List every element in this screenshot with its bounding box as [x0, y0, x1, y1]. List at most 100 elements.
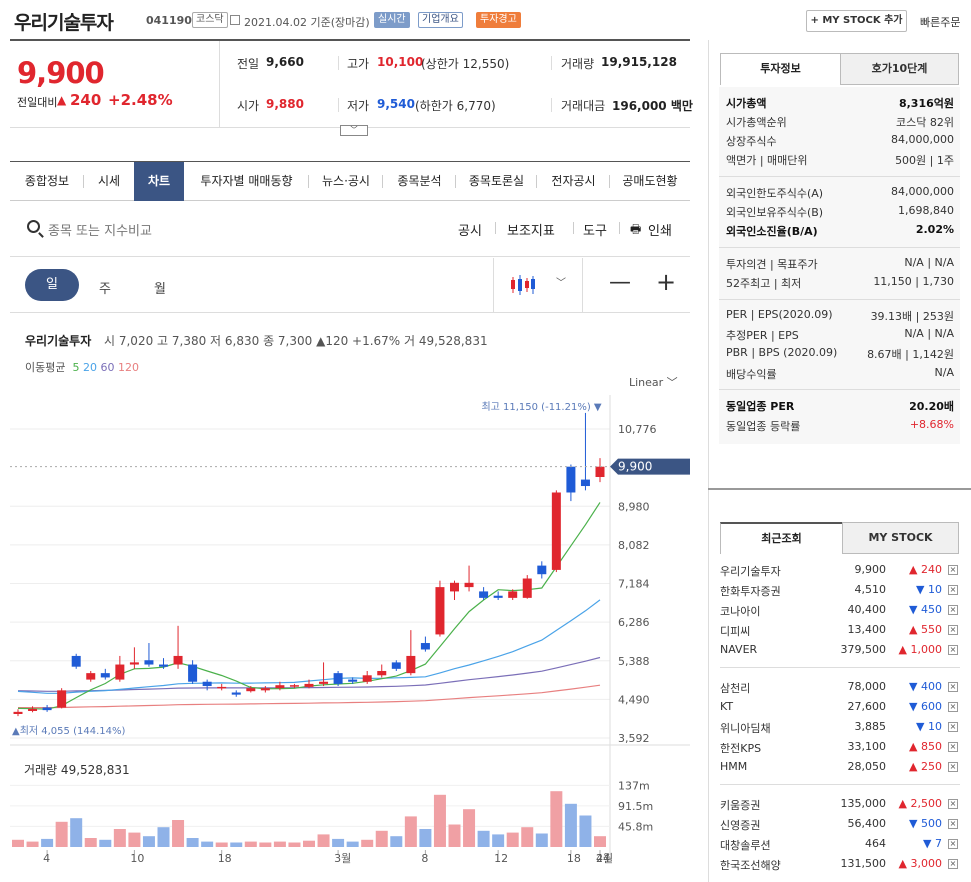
tab-chart[interactable]: 차트 [134, 162, 184, 201]
tab-short-selling[interactable]: 공매도현황 [622, 174, 678, 188]
tab-mystock[interactable]: MY STOCK [842, 522, 959, 554]
candle-body [391, 662, 401, 669]
recent-item[interactable]: 디피씨 13,400 ▲ 550 × [720, 623, 960, 641]
volume-bar [535, 833, 548, 847]
expand-chevron-icon[interactable]: ﹀ [340, 125, 368, 136]
tools-button[interactable]: 도구 [583, 224, 607, 239]
remove-icon[interactable]: × [948, 645, 958, 655]
candle-body [464, 582, 474, 588]
remove-icon[interactable]: × [948, 722, 958, 732]
recent-item[interactable]: 신영증권 56,400 ▼ 500 × [720, 817, 960, 835]
zoom-in-button[interactable]: + [656, 268, 677, 296]
remove-icon[interactable]: × [948, 799, 958, 809]
remove-icon[interactable]: × [948, 859, 958, 869]
tab-hoga[interactable]: 호가10단계 [840, 53, 959, 85]
x-tick-label: 12 [494, 852, 508, 865]
zoom-out-button[interactable]: — [609, 270, 631, 295]
remove-icon[interactable]: × [948, 585, 958, 595]
print-button[interactable]: 인쇄 [648, 224, 672, 239]
candle-body [450, 582, 459, 592]
candle-body [71, 655, 81, 667]
recent-item-price: 4,510 [854, 583, 887, 596]
tab-invest-info[interactable]: 투자정보 [720, 53, 841, 85]
recent-item-price: 78,000 [847, 680, 887, 693]
remove-icon[interactable]: × [948, 762, 958, 772]
recent-item[interactable]: 위니아딤채 3,885 ▼ 10 × [720, 720, 960, 738]
invest-info-value: 500원 | 1주 [895, 154, 954, 167]
invest-info-value: 20.20배 [909, 400, 954, 413]
tab-investor-trend[interactable]: 투자자별 매매동향 [184, 162, 309, 201]
volume-bar [26, 841, 39, 847]
recent-item[interactable]: 우리기술투자 9,900 ▲ 240 × [720, 563, 960, 581]
tab-disclosure[interactable]: 전자공시 [537, 162, 610, 201]
candle-body [333, 673, 343, 684]
recent-item[interactable]: 한국조선해양 131,500 ▲ 3,000 × [720, 857, 960, 875]
price-tick-label: 10,776 [618, 423, 657, 436]
recent-item[interactable]: 한화투자증권 4,510 ▼ 10 × [720, 583, 960, 601]
invest-info-row: PER | EPS(2020.09) 39.13배 | 253원 [726, 308, 954, 326]
tab-discussion[interactable]: 종목토론실 [456, 162, 537, 201]
volume-tick-label: 91.5m [618, 800, 653, 813]
recent-item-name: 한화투자증권 [720, 585, 781, 598]
recent-item-name: HMM [720, 760, 748, 773]
recent-item-change: ▲ 550 [909, 623, 942, 636]
recent-item[interactable]: HMM 28,050 ▲ 250 × [720, 760, 960, 778]
scale-select[interactable]: Linear ﹀ [629, 376, 678, 389]
add-mystock-button[interactable]: + MY STOCK 추가 [806, 10, 907, 32]
period-day-button[interactable]: 일 [25, 269, 79, 301]
period-week-button[interactable]: 주 [99, 282, 111, 297]
company-overview-tag[interactable]: 기업개요 [418, 12, 463, 28]
tab-price[interactable]: 시세 [97, 174, 121, 188]
realtime-tag[interactable]: 실시간 [374, 12, 410, 28]
search-icon[interactable] [27, 220, 40, 233]
recent-item-price: 131,500 [840, 857, 887, 870]
volume-label: 거래량 [561, 57, 595, 71]
recent-item-name: 대창솔루션 [720, 839, 771, 852]
compare-search-input[interactable]: 종목 또는 지수비교 [48, 224, 152, 239]
warning-tag: 투자경고 [476, 12, 521, 28]
chevron-down-icon[interactable]: ﹀ [556, 278, 566, 289]
remove-icon[interactable]: × [948, 682, 958, 692]
remove-icon[interactable]: × [948, 819, 958, 829]
invest-info-value: 8,316억원 [898, 97, 954, 110]
period-month-button[interactable]: 월 [154, 282, 166, 297]
invest-info-key: 52주최고 | 최저 [726, 277, 802, 290]
recent-item-price: 464 [865, 837, 886, 850]
recent-item[interactable]: KT 27,600 ▼ 600 × [720, 700, 960, 718]
candlestick-icon[interactable] [510, 274, 536, 296]
remove-icon[interactable]: × [948, 742, 958, 752]
indicators-button[interactable]: 보조지표 [507, 224, 555, 239]
ma120-line [18, 684, 601, 709]
invest-info-row: 액면가 | 매매단위 500원 | 1주 [726, 152, 954, 170]
tab-recent[interactable]: 최근조회 [720, 522, 843, 554]
recent-item[interactable]: 코나아이 40,400 ▼ 450 × [720, 603, 960, 621]
candle-body [57, 690, 67, 708]
recent-item[interactable]: 한전KPS 33,100 ▲ 850 × [720, 740, 960, 758]
candle-body [86, 673, 96, 680]
printer-icon[interactable]: 🖶 [630, 222, 642, 236]
price-chart[interactable]: 10,776 8,980 8,082 7,184 6,286 5,388 4,490 3,59… [10, 395, 690, 882]
volume-bar [463, 809, 476, 847]
remove-icon[interactable]: × [948, 625, 958, 635]
recent-item[interactable]: NAVER 379,500 ▲ 1,000 × [720, 643, 960, 661]
recent-item[interactable]: 대창솔루션 464 ▼ 7 × [720, 837, 960, 855]
candle-body [362, 675, 372, 682]
tab-analysis[interactable]: 종목분석 [383, 162, 456, 201]
recent-item[interactable]: 삼천리 78,000 ▼ 400 × [720, 680, 960, 698]
recent-item[interactable]: 키움증권 135,000 ▲ 2,500 × [720, 797, 960, 815]
candle-body [173, 655, 183, 665]
remove-icon[interactable]: × [948, 565, 958, 575]
notice-button[interactable]: 공시 [458, 224, 482, 239]
recent-item-name: 디피씨 [720, 625, 751, 638]
remove-icon[interactable]: × [948, 839, 958, 849]
x-tick-label: 10 [130, 852, 144, 865]
candle-body [406, 655, 416, 674]
tab-summary[interactable]: 종합정보 [10, 162, 84, 201]
remove-icon[interactable]: × [948, 702, 958, 712]
quick-order-link[interactable]: 빠른주문 [920, 16, 961, 29]
invest-info-row: 상장주식수 84,000,000 [726, 133, 954, 151]
period-row [10, 257, 690, 313]
tab-news[interactable]: 뉴스·공시 [309, 162, 383, 201]
remove-icon[interactable]: × [948, 605, 958, 615]
main-tabs: 종합정보 시세 차트 투자자별 매매동향 뉴스·공시 종목분석 종목토론실 전자… [10, 161, 690, 201]
